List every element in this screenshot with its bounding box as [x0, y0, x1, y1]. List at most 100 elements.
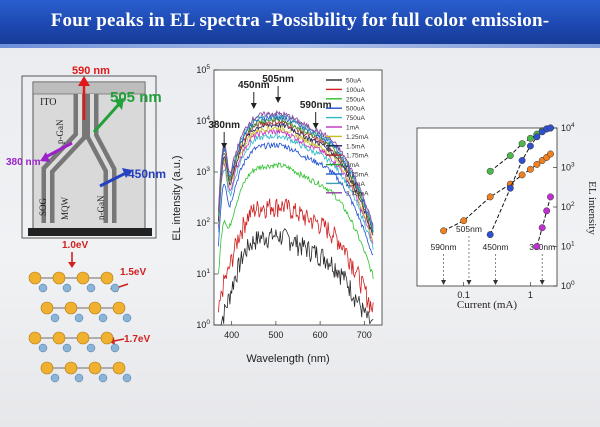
- current-point: [533, 160, 541, 168]
- atom-n: [50, 313, 60, 323]
- legend-label: 2.5mA: [346, 181, 365, 188]
- atom-n: [98, 313, 108, 323]
- current-x-label: Current (mA): [457, 299, 518, 311]
- spectra-annotation: 450nm: [238, 80, 270, 91]
- spectra-line: [218, 128, 374, 244]
- atom-ga: [88, 361, 102, 375]
- spectra-y-tick: 101: [196, 268, 210, 279]
- emission-505-arrow: [92, 98, 124, 134]
- current-point: [543, 207, 551, 215]
- atom-ga: [52, 271, 66, 285]
- title-bar: Four peaks in EL spectra -Possibility fo…: [0, 0, 600, 48]
- atom-n: [110, 343, 120, 353]
- spectra-x-tick: 400: [224, 330, 239, 340]
- current-point: [526, 165, 534, 173]
- current-y-tick: 101: [561, 241, 575, 252]
- current-point: [547, 150, 554, 158]
- spectra-x-tick: 500: [268, 330, 283, 340]
- spectra-line: [218, 141, 374, 256]
- ito-label: ITO: [40, 97, 56, 108]
- mqw-left: [46, 94, 82, 223]
- atom-ga: [76, 271, 90, 285]
- legend-label: 1.75mA: [346, 153, 369, 160]
- spectra-line: [218, 198, 374, 313]
- atom-n: [98, 373, 108, 383]
- atom-n: [74, 313, 84, 323]
- spectra-legend: 50uA 100uA 250uA 500uA 750uA 1mA 1.25mA 1.5mA 1.…: [326, 78, 369, 197]
- mqw-label: MQW: [60, 196, 70, 220]
- current-point: [538, 224, 546, 232]
- atom-ga: [28, 271, 42, 285]
- current-y-tick: 102: [561, 201, 575, 212]
- atom-n: [122, 313, 132, 323]
- base-layer: [28, 228, 152, 236]
- atom-n: [50, 373, 60, 383]
- mqw-right: [90, 94, 112, 223]
- legend-label: 2.75mA: [346, 190, 369, 197]
- slide-title: Four peaks in EL spectra -Possibility fo…: [50, 10, 550, 31]
- atom-n: [86, 283, 96, 293]
- atom-ga: [88, 301, 102, 315]
- spectra-chart: 100 101 102 103 104 105 400 500 600 700 380nm 450…: [171, 64, 383, 365]
- emission-450-arrow: [99, 168, 132, 188]
- spectra-annotation: 380nm: [208, 120, 240, 131]
- spectra-y-label: EL intensity (a.u.): [171, 155, 183, 240]
- current-point: [506, 184, 514, 192]
- threshold-label: 590nm: [431, 242, 457, 252]
- emission-590-label: 590 nm: [72, 65, 110, 77]
- spectra-y-tick: 102: [196, 217, 210, 228]
- atom-ga: [40, 301, 54, 315]
- ngan-label: n-GaN: [96, 195, 106, 220]
- current-point: [547, 193, 554, 201]
- current-point: [526, 142, 534, 150]
- current-point: [486, 193, 494, 201]
- spectra-series: [218, 109, 374, 326]
- atom-n: [110, 283, 120, 293]
- atom-ga: [64, 301, 78, 315]
- legend-label: 1.25mA: [346, 134, 369, 141]
- current-x-tick: 0.1: [457, 290, 470, 300]
- energy-label-2: 1.5eV: [120, 267, 146, 278]
- current-series: [440, 124, 554, 250]
- atom-n: [62, 283, 72, 293]
- atom-n: [86, 343, 96, 353]
- current-x-tick: 1: [528, 290, 533, 300]
- spectra-annotation: 590nm: [300, 100, 332, 111]
- sog-label: SOG: [38, 197, 48, 216]
- crystal-structure: 1.0eV 1.5eV 1.7eV: [28, 240, 150, 383]
- current-point: [460, 217, 468, 225]
- legend-label: 1mA: [346, 125, 360, 132]
- spectra-x-tick: 600: [313, 330, 328, 340]
- current-y-tick: 100: [561, 280, 575, 291]
- spectra-line: [218, 228, 374, 326]
- spectra-line: [218, 162, 374, 279]
- spectra-x-tick: 700: [357, 330, 372, 340]
- current-point: [518, 157, 526, 164]
- legend-label: 750uA: [346, 115, 365, 122]
- current-point: [533, 243, 541, 250]
- spectra-y-tick: 103: [196, 166, 210, 177]
- title-underline: [0, 44, 600, 48]
- spectra-y-tick: 105: [196, 64, 210, 75]
- crystal-lattice: [28, 271, 132, 383]
- current-point: [547, 124, 554, 132]
- spectra-line: [218, 121, 374, 236]
- legend-label: 1.5mA: [346, 143, 365, 150]
- device-outline: [21, 75, 157, 239]
- current-point: [440, 227, 448, 235]
- legend-label: 100uA: [346, 87, 365, 94]
- atom-ga: [40, 361, 54, 375]
- atom-ga: [112, 361, 126, 375]
- current-point: [518, 171, 526, 179]
- legend-label: 250uA: [346, 96, 365, 103]
- current-point: [518, 140, 526, 148]
- current-plot-area: [416, 127, 558, 287]
- threshold-label: 380nm: [529, 242, 555, 252]
- spectra-line: [218, 133, 374, 250]
- current-y-axis: 100 101 102 103 104: [553, 122, 575, 291]
- atom-ga: [76, 331, 90, 345]
- legend-label: 500uA: [346, 106, 365, 113]
